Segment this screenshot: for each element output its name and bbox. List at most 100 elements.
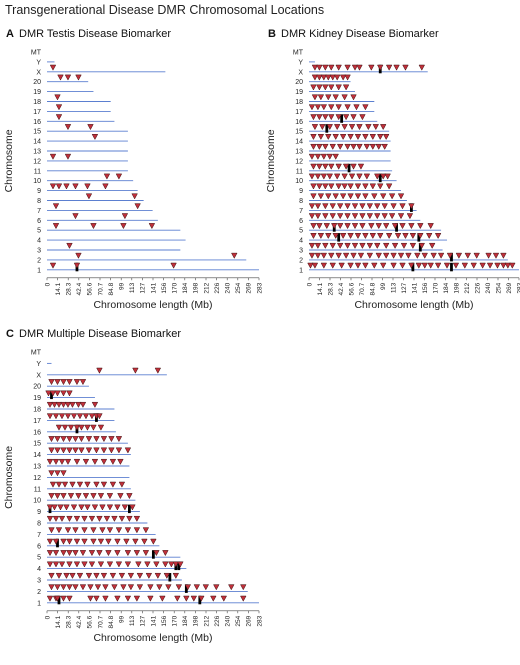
dmr-marker: [54, 470, 61, 477]
chromosome-label: 12: [33, 158, 41, 165]
dmr-marker: [73, 538, 81, 545]
dmr-cluster-mark: [168, 573, 172, 582]
dmr-marker: [87, 124, 94, 131]
chromosome-label: 8: [299, 198, 303, 205]
chromosome-label: 20: [33, 384, 41, 391]
x-tick-label: 70.7: [359, 282, 366, 295]
dmr-marker: [109, 458, 117, 465]
dmr-marker: [118, 481, 126, 488]
dmr-marker: [58, 515, 66, 522]
dmr-marker: [353, 104, 360, 111]
dmr-marker: [81, 538, 88, 545]
dmr-marker: [115, 436, 123, 443]
dmr-marker: [46, 504, 54, 511]
dmr-marker: [322, 143, 329, 150]
dmr-marker: [390, 252, 397, 259]
dmr-marker: [356, 143, 363, 150]
dmr-marker: [73, 458, 81, 465]
dmr-marker: [93, 572, 100, 579]
dmr-marker: [85, 572, 93, 579]
dmr-marker: [311, 124, 319, 131]
dmr-marker: [382, 252, 390, 259]
dmr-marker: [103, 515, 111, 522]
dmr-marker: [124, 550, 132, 557]
x-tick-label: 254: [235, 282, 242, 293]
x-tick-label: 184: [443, 282, 450, 293]
dmr-marker: [170, 262, 177, 269]
dmr-marker: [310, 233, 317, 240]
dmr-marker: [52, 203, 60, 210]
dmr-marker: [362, 193, 369, 200]
dmr-marker: [94, 584, 102, 591]
dmr-marker: [100, 572, 108, 579]
dmr-marker: [231, 252, 238, 259]
dmr-marker: [335, 114, 342, 121]
dmr-marker: [96, 367, 103, 374]
dmr-marker: [369, 143, 377, 150]
dmr-marker: [117, 493, 124, 500]
dmr-marker: [316, 183, 323, 190]
dmr-marker: [63, 183, 70, 190]
dmr-marker: [379, 124, 387, 131]
dmr-marker: [61, 424, 69, 431]
dmr-marker: [351, 223, 359, 230]
dmr-marker: [335, 252, 342, 259]
x-tick-label: 56.6: [87, 282, 94, 295]
dmr-marker: [115, 561, 123, 568]
dmr-marker: [351, 242, 359, 249]
dmr-marker: [91, 134, 99, 141]
dmr-marker: [93, 481, 100, 488]
dmr-marker: [344, 213, 351, 220]
dmr-marker: [332, 134, 339, 141]
dmr-marker: [100, 481, 108, 488]
dmr-marker: [66, 447, 73, 454]
dmr-marker: [111, 584, 118, 591]
dmr-marker: [390, 203, 397, 210]
dmr-marker: [316, 143, 323, 150]
chromosome-label: 10: [33, 178, 41, 185]
dmr-marker: [377, 183, 384, 190]
chromosome-label: 5: [37, 555, 41, 562]
dmr-marker: [48, 379, 55, 386]
dmr-marker: [308, 213, 316, 220]
dmr-marker: [320, 252, 328, 259]
dmr-marker: [485, 252, 492, 259]
dmr-marker: [351, 203, 359, 210]
dmr-marker: [329, 74, 336, 81]
dmr-marker: [70, 504, 78, 511]
dmr-cluster-mark: [340, 114, 344, 123]
dmr-marker: [310, 193, 317, 200]
dmr-marker: [332, 153, 339, 160]
dmr-marker: [46, 595, 54, 602]
dmr-marker: [174, 595, 181, 602]
dmr-marker: [69, 481, 76, 488]
dmr-marker: [100, 436, 108, 443]
dmr-marker: [320, 173, 328, 180]
x-axis-title: Chromosome length (Mb): [354, 299, 473, 311]
dmr-marker: [88, 515, 96, 522]
dmr-marker: [55, 183, 63, 190]
dmr-marker: [162, 561, 169, 568]
dmr-marker: [328, 84, 335, 91]
dmr-marker: [308, 252, 316, 259]
dmr-marker: [64, 153, 72, 160]
dmr-marker: [362, 104, 369, 111]
dmr-cluster-mark: [198, 595, 202, 605]
dmr-marker: [314, 252, 322, 259]
dmr-marker: [69, 401, 76, 408]
dmr-marker: [228, 584, 235, 591]
dmr-marker: [344, 223, 351, 230]
dmr-marker: [58, 561, 66, 568]
dmr-marker: [366, 213, 374, 220]
dmr-marker: [63, 504, 70, 511]
dmr-marker: [190, 595, 198, 602]
dmr-marker: [342, 84, 350, 91]
dmr-marker: [443, 262, 451, 269]
chromosome-label: 4: [37, 566, 41, 573]
dmr-marker: [102, 595, 109, 602]
panel-letter: A: [6, 28, 14, 40]
x-tick-label: 156: [161, 615, 168, 626]
dmr-marker: [109, 572, 117, 579]
dmr-marker: [52, 515, 60, 522]
dmr-marker: [90, 538, 97, 545]
